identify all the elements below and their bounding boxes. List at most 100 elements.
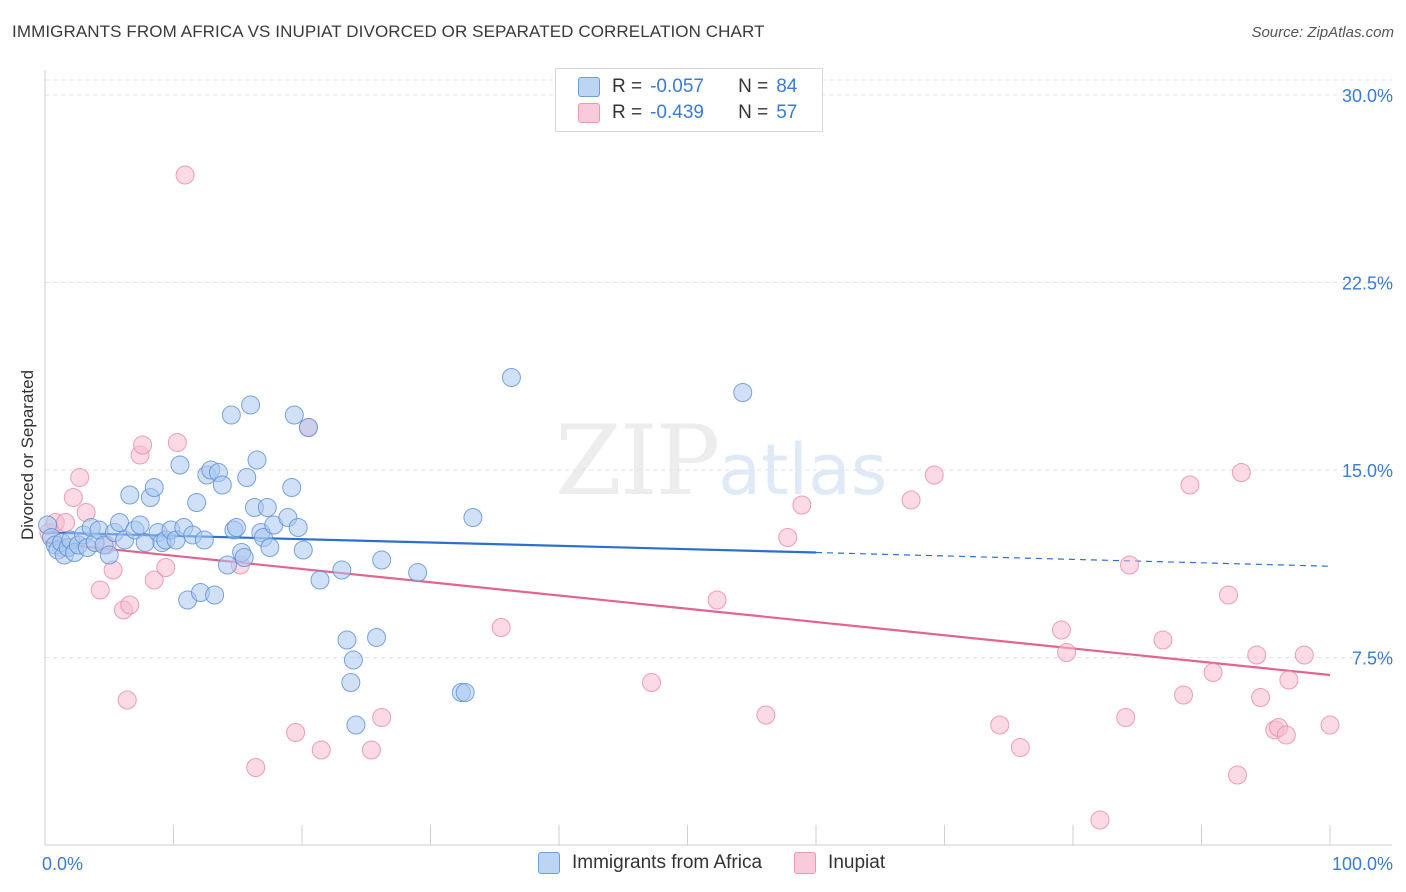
point-inupiat — [491, 618, 511, 637]
point-africa — [110, 513, 130, 532]
y-tick-label: 7.5% — [1352, 649, 1393, 669]
point-inupiat — [1153, 630, 1173, 650]
point-africa — [337, 630, 357, 650]
point-africa — [298, 418, 318, 437]
point-inupiat — [1120, 555, 1140, 575]
point-inupiat — [311, 740, 331, 760]
point-inupiat — [1247, 645, 1267, 665]
watermark: ZIPatlas — [555, 405, 887, 517]
legend-label-inupiat: Inupiat — [828, 852, 886, 873]
point-africa — [346, 715, 366, 735]
trend-line-inupiat — [44, 541, 1331, 677]
point-africa — [241, 395, 261, 415]
point-inupiat — [1051, 620, 1071, 640]
legend-swatch-inupiat — [794, 852, 817, 874]
point-africa — [221, 405, 241, 425]
point-inupiat — [70, 468, 90, 487]
point-inupiat — [792, 495, 812, 515]
point-africa — [343, 650, 363, 670]
y-tick-label: 22.5% — [1342, 274, 1393, 294]
r-value: -0.057 — [650, 76, 704, 97]
stats-row-inupiat: R = -0.439 N = 57 — [578, 101, 815, 125]
point-africa — [463, 508, 483, 527]
point-inupiat — [1010, 738, 1030, 757]
point-africa — [408, 563, 428, 582]
point-africa — [120, 485, 140, 505]
point-africa — [293, 540, 313, 560]
point-inupiat — [90, 580, 110, 600]
point-africa — [170, 455, 190, 475]
point-inupiat — [756, 705, 776, 725]
point-inupiat — [372, 708, 392, 727]
point-africa — [332, 560, 352, 580]
stats-box: R = -0.057 N = 84 R = -0.439 N = 57 — [555, 68, 823, 132]
point-africa — [99, 545, 119, 565]
point-africa — [247, 450, 267, 470]
point-africa — [733, 383, 753, 402]
r-value: -0.439 — [650, 102, 704, 123]
point-inupiat — [1231, 463, 1251, 482]
trend-line-africa-extension — [815, 551, 1331, 567]
point-africa — [501, 368, 521, 387]
point-inupiat — [1174, 685, 1194, 705]
chart-title: IMMIGRANTS FROM AFRICA VS INUPIAT DIVORC… — [12, 22, 765, 41]
point-inupiat — [1218, 585, 1238, 605]
watermark-zip: ZIP — [555, 405, 720, 517]
data-points — [38, 165, 1340, 830]
r-label: R = — [612, 76, 643, 97]
point-inupiat — [117, 690, 137, 710]
point-inupiat — [1279, 670, 1299, 690]
point-inupiat — [120, 595, 140, 615]
point-inupiat — [156, 558, 176, 577]
point-inupiat — [144, 570, 164, 590]
inupiat-swatch — [578, 103, 600, 123]
point-inupiat — [246, 758, 266, 777]
chart-legend: Immigrants from Africa Inupiat — [538, 852, 917, 874]
x-tick-label: 0.0% — [42, 854, 83, 874]
point-africa — [187, 493, 207, 512]
point-africa — [260, 538, 280, 557]
point-inupiat — [175, 165, 195, 185]
point-inupiat — [133, 435, 153, 455]
africa-swatch — [578, 77, 600, 97]
point-africa — [226, 518, 246, 537]
point-africa — [205, 585, 225, 605]
point-africa — [237, 468, 257, 487]
point-inupiat — [1251, 688, 1271, 707]
point-inupiat — [901, 490, 921, 510]
point-inupiat — [924, 465, 944, 485]
point-africa — [372, 550, 392, 570]
point-inupiat — [167, 433, 187, 452]
legend-item-inupiat[interactable]: Inupiat — [794, 852, 885, 874]
point-africa — [455, 683, 475, 702]
point-inupiat — [1227, 765, 1247, 785]
point-africa — [234, 548, 254, 567]
point-inupiat — [990, 715, 1010, 735]
y-tick-label: 15.0% — [1342, 461, 1393, 481]
point-inupiat — [1180, 475, 1200, 495]
point-africa — [284, 405, 304, 425]
point-africa — [257, 498, 277, 517]
point-africa — [194, 530, 214, 550]
point-inupiat — [1276, 725, 1296, 745]
point-africa — [367, 628, 387, 647]
stats-row-africa: R = -0.057 N = 84 — [578, 75, 815, 99]
point-inupiat — [642, 673, 662, 692]
r-label: R = — [612, 102, 643, 123]
source-label: Source: ZipAtlas.com — [1251, 24, 1394, 41]
n-value: 84 — [776, 76, 798, 97]
point-africa — [341, 673, 361, 692]
point-africa — [217, 555, 237, 575]
point-inupiat — [1203, 663, 1223, 682]
point-inupiat — [1294, 645, 1314, 665]
legend-item-africa[interactable]: Immigrants from Africa — [538, 852, 762, 874]
point-inupiat — [778, 528, 798, 547]
point-africa — [310, 570, 330, 590]
point-inupiat — [361, 740, 381, 760]
tick-labels: 7.5% 15.0% 22.5% 30.0% 0.0% 100.0% — [42, 86, 1393, 874]
point-inupiat — [1057, 643, 1077, 662]
y-tick-label: 30.0% — [1342, 86, 1393, 106]
point-africa — [212, 475, 232, 495]
legend-swatch-africa — [538, 852, 560, 874]
